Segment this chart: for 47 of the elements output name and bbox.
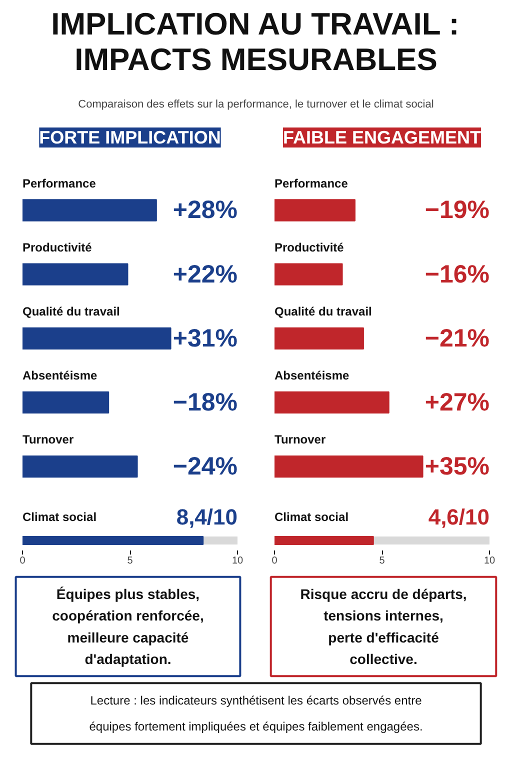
bar — [22, 327, 172, 350]
text: −21% — [424, 324, 490, 352]
y-tick-label: Qualité du travail — [22, 304, 120, 318]
y-tick-label: Climat social — [22, 510, 97, 524]
y-tick-label: Turnover — [274, 432, 326, 447]
bar — [274, 199, 356, 222]
text: −18% — [172, 388, 238, 416]
y-tick-label: Productivité — [22, 240, 92, 254]
bar — [22, 199, 157, 222]
y-tick-label: Absentéisme — [22, 368, 98, 383]
text: Lecture : les indicateurs synthétisent les écarts observés entre équipes fortement impliquées et équipes faiblement engagées. — [89, 693, 423, 734]
y-tick-label: Absentéisme — [274, 368, 350, 383]
bar — [22, 455, 138, 478]
x-tick-label: 5 — [379, 556, 386, 566]
data-label: +22% — [172, 260, 238, 288]
y-tick-label: Climat social — [274, 510, 349, 524]
data-label: +35% — [424, 452, 490, 481]
bar — [274, 263, 343, 286]
text: Équipes plus stables, coopération renforcée, meilleure capacité d'adaptation. — [52, 586, 204, 667]
chart-title: FORTE IMPLICATION — [39, 128, 221, 148]
text: IMPLICATION AU TRAVAIL : IMPACTS MESURABLES — [51, 6, 460, 77]
bar — [274, 455, 424, 478]
data-label: +28% — [172, 196, 238, 224]
y-tick-label: Productivité — [274, 240, 344, 254]
data-label: +27% — [424, 388, 490, 416]
text: Risque accru de départs, tensions internes, perte d'efficacité collective. — [300, 586, 467, 667]
x-tick-label: 10 — [484, 556, 496, 566]
bar — [274, 391, 390, 414]
bar — [274, 327, 364, 350]
text: −16% — [424, 260, 490, 288]
bar — [22, 263, 128, 286]
data-label: 8,4/10 — [176, 504, 238, 530]
x-tick-label: 10 — [232, 556, 244, 566]
bar — [22, 391, 110, 414]
text: Comparaison des effets sur la performance, le turnover et le climat social — [78, 98, 434, 110]
x-tick-label: 0 — [272, 556, 278, 566]
data-label: +31% — [172, 324, 238, 352]
text: −24% — [172, 452, 238, 481]
chart-title: FAIBLE ENGAGEMENT — [282, 128, 482, 148]
y-tick-label: Performance — [274, 176, 348, 190]
x-tick-label: 0 — [20, 556, 26, 566]
y-tick-label: Performance — [22, 176, 96, 190]
x-tick-label: 5 — [127, 556, 134, 566]
y-tick-label: Turnover — [22, 432, 74, 447]
y-tick-label: Qualité du travail — [274, 304, 372, 318]
text: −19% — [424, 196, 490, 224]
data-label: 4,6/10 — [428, 504, 490, 530]
